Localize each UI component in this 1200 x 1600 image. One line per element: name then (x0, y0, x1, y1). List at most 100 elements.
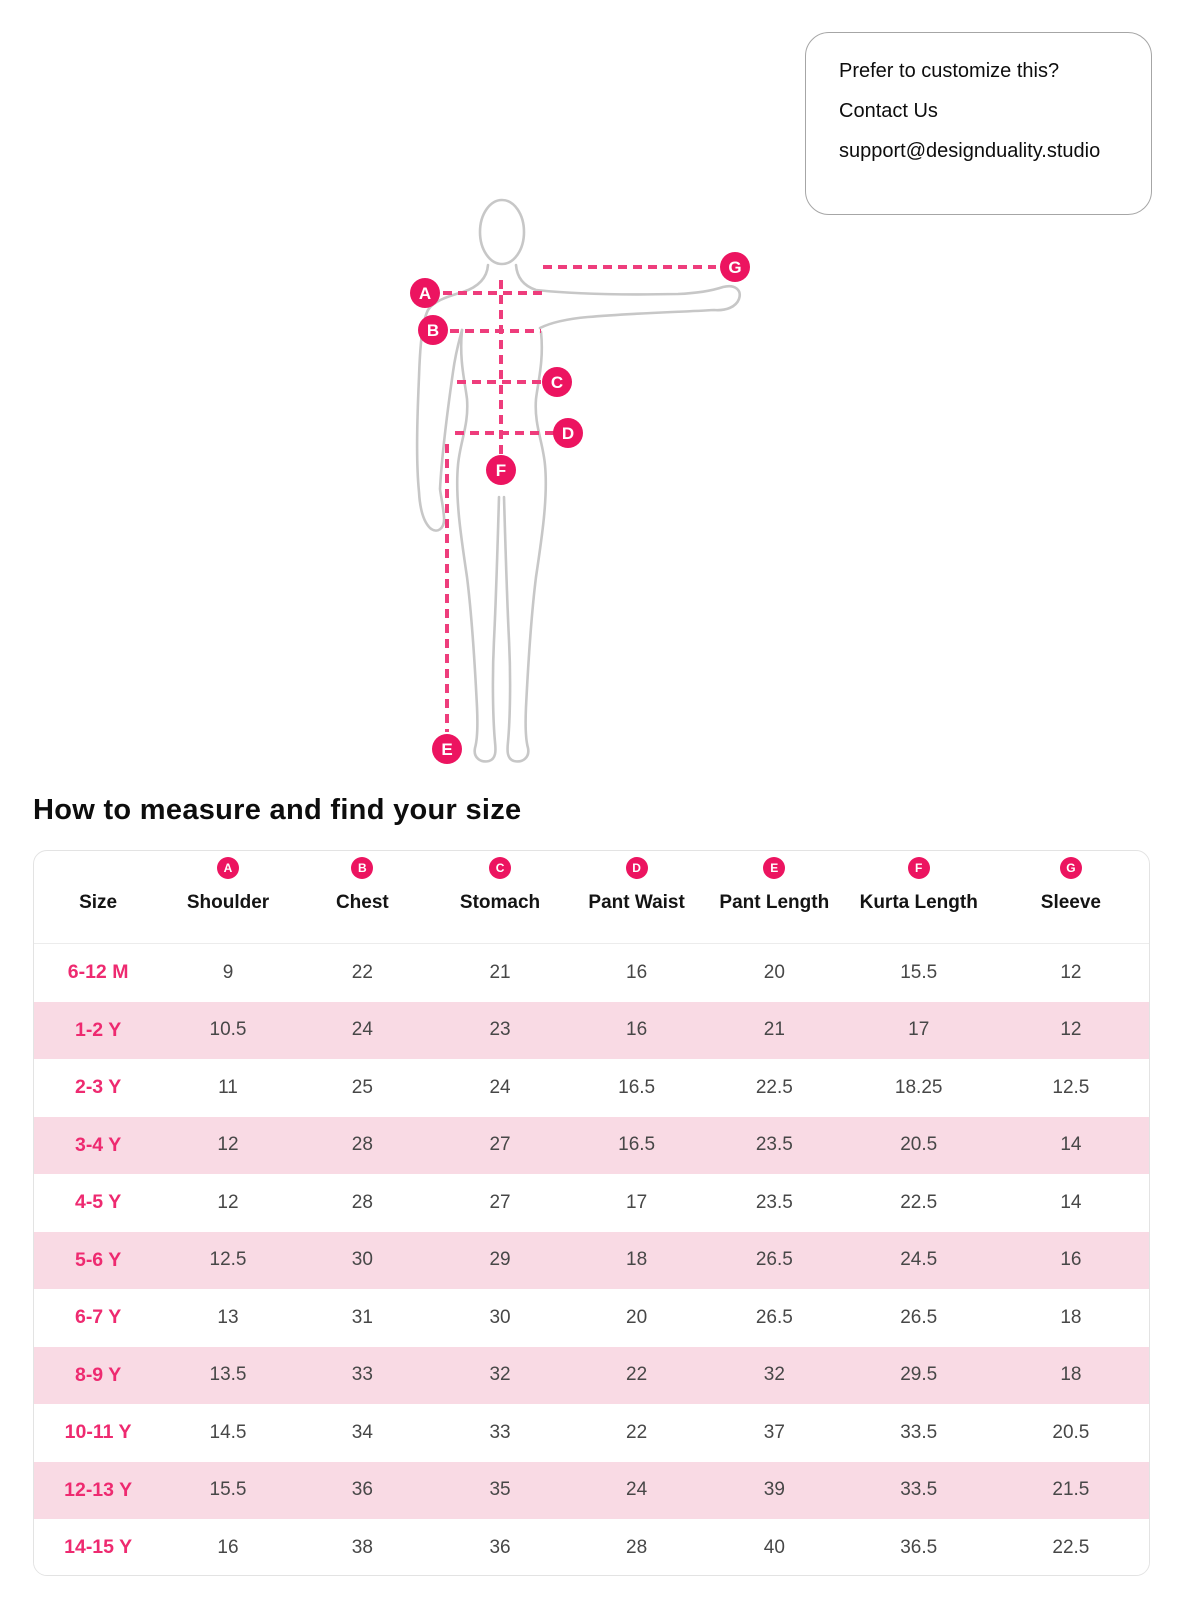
column-header-label: Sleeve (1040, 892, 1101, 913)
svg-text:A: A (419, 284, 431, 303)
measurement-value: 10.5 (209, 1019, 247, 1041)
measurement-value: 36 (351, 1479, 373, 1501)
column-header-pant-waist: D Pant Waist (569, 851, 704, 943)
table-row-10-11y: 10-11 Y 14.5 34 33 22 37 33.5 20.5 (34, 1404, 1149, 1462)
letter-badge-e: E (763, 857, 786, 879)
table-row-14-15y: 14-15 Y 16 38 36 28 40 36.5 22.5 (34, 1519, 1149, 1575)
body-outline-figure (415, 198, 741, 763)
column-header-label: Pant Waist (588, 892, 685, 913)
measurement-value: 29.5 (900, 1364, 938, 1386)
measurement-value: 33 (489, 1421, 511, 1443)
table-row-2-3y: 2-3 Y 11 25 24 16.5 22.5 18.25 12.5 (34, 1059, 1149, 1117)
table-row-6-7y: 6-7 Y 13 31 30 20 26.5 26.5 18 (34, 1289, 1149, 1347)
measurement-diagram: AB C D E F G (410, 198, 750, 764)
size-label: 14-15 Y (64, 1536, 133, 1559)
measurement-value: 27 (489, 1134, 511, 1156)
measurement-value: 37 (763, 1421, 785, 1443)
measurement-value: 21 (489, 961, 511, 983)
measurement-value: 22 (626, 1364, 648, 1386)
table-row-12-13y: 12-13 Y 15.5 36 35 24 39 33.5 21.5 (34, 1461, 1149, 1519)
marker-a: A (410, 278, 440, 308)
measurement-value: 25 (351, 1076, 373, 1098)
measurement-value: 38 (351, 1536, 373, 1558)
column-header-stomach: C Stomach (431, 851, 569, 943)
customize-question-text: Prefer to customize this? (839, 60, 1060, 82)
measurement-value: 36 (489, 1536, 511, 1558)
size-label: 10-11 Y (64, 1421, 132, 1444)
marker-c: C (542, 367, 572, 397)
support-email-link[interactable]: support@designduality.studio (839, 140, 1101, 162)
contact-us-link[interactable]: Contact Us (839, 100, 938, 122)
column-header-label: Shoulder (186, 892, 270, 913)
size-label: 1-2 Y (74, 1018, 122, 1041)
measurement-value: 33.5 (900, 1421, 938, 1443)
size-label: 3-4 Y (74, 1133, 122, 1156)
measurement-value: 12.5 (209, 1249, 247, 1271)
measurement-value: 15.5 (209, 1479, 247, 1501)
svg-text:G: G (728, 258, 741, 277)
measurement-value: 20 (763, 961, 785, 983)
measurement-value: 40 (763, 1536, 785, 1558)
letter-badge-b: B (351, 857, 374, 879)
measurement-value: 27 (489, 1191, 511, 1213)
measurement-value: 26.5 (755, 1249, 793, 1271)
measurement-value: 20.5 (900, 1134, 938, 1156)
size-label: 12-13 Y (64, 1478, 133, 1501)
measurement-value: 12 (1060, 961, 1082, 983)
page-title: How to measure and find your size (33, 794, 522, 826)
measurement-value: 11 (218, 1076, 238, 1098)
measurement-value: 18 (1060, 1306, 1082, 1328)
measurement-value: 16 (626, 961, 648, 983)
measurement-value: 33.5 (900, 1479, 938, 1501)
table-row-3-4y: 3-4 Y 12 28 27 16.5 23.5 20.5 14 (34, 1116, 1149, 1174)
measurement-value: 22 (626, 1421, 648, 1443)
measurement-value: 20.5 (1052, 1421, 1090, 1443)
column-header-pant-length: E Pant Length (704, 851, 844, 943)
measurement-value: 16 (217, 1536, 239, 1558)
measurement-value: 14.5 (209, 1421, 247, 1443)
marker-e: E (432, 734, 462, 764)
measurement-value: 24 (351, 1019, 373, 1041)
measurement-value: 16 (1060, 1249, 1082, 1271)
measurement-value: 15.5 (900, 961, 938, 983)
size-label: 2-3 Y (74, 1076, 122, 1099)
measurement-value: 28 (626, 1536, 648, 1558)
marker-d: D (553, 418, 583, 448)
table-row-6-12m: 6-12 M 9 22 21 16 20 15.5 12 (34, 944, 1149, 1002)
column-header-size: Size (34, 851, 162, 943)
measurement-value: 12.5 (1052, 1076, 1090, 1098)
measurement-value: 22.5 (900, 1191, 938, 1213)
measurement-value: 26.5 (755, 1306, 793, 1328)
column-header-label: Size (79, 892, 118, 913)
table-row-1-2y: 1-2 Y 10.5 24 23 16 21 17 12 (34, 1001, 1149, 1059)
size-chart-table: Size A Shoulder B Chest C Stomach D Pant Waist E P… (33, 850, 1150, 1576)
table-body: 6-12 M 9 22 21 16 20 15.5 12 1-2 Y 10.5 24 23 16 21 17… (34, 944, 1149, 1575)
measurement-value: 22 (351, 961, 373, 983)
svg-text:D: D (562, 424, 574, 443)
measurement-value: 28 (351, 1191, 373, 1213)
marker-b: B (418, 315, 448, 345)
measurement-value: 39 (763, 1479, 785, 1501)
measurement-value: 16 (626, 1019, 648, 1041)
measurement-value: 36.5 (900, 1536, 938, 1558)
contact-card: Prefer to customize this? Contact Us sup… (805, 32, 1152, 215)
measurement-value: 12 (1060, 1019, 1082, 1041)
svg-text:C: C (551, 373, 563, 392)
measurement-value: 16.5 (618, 1134, 656, 1156)
measurement-value: 26.5 (900, 1306, 938, 1328)
measurement-value: 30 (489, 1306, 511, 1328)
size-label: 6-12 M (67, 961, 129, 984)
size-label: 4-5 Y (74, 1191, 122, 1214)
column-header-label: Kurta Length (859, 892, 978, 913)
measurement-value: 14 (1060, 1191, 1082, 1213)
measurement-value: 18.25 (894, 1076, 943, 1098)
measurement-value: 18 (626, 1249, 648, 1271)
column-header-shoulder: A Shoulder (162, 851, 294, 943)
column-header-sleeve: G Sleeve (993, 851, 1149, 943)
badge-spacer (87, 857, 109, 879)
measurement-value: 34 (351, 1421, 373, 1443)
column-header-chest: B Chest (294, 851, 431, 943)
measurement-value: 14 (1060, 1134, 1082, 1156)
measurement-value: 23.5 (755, 1134, 793, 1156)
